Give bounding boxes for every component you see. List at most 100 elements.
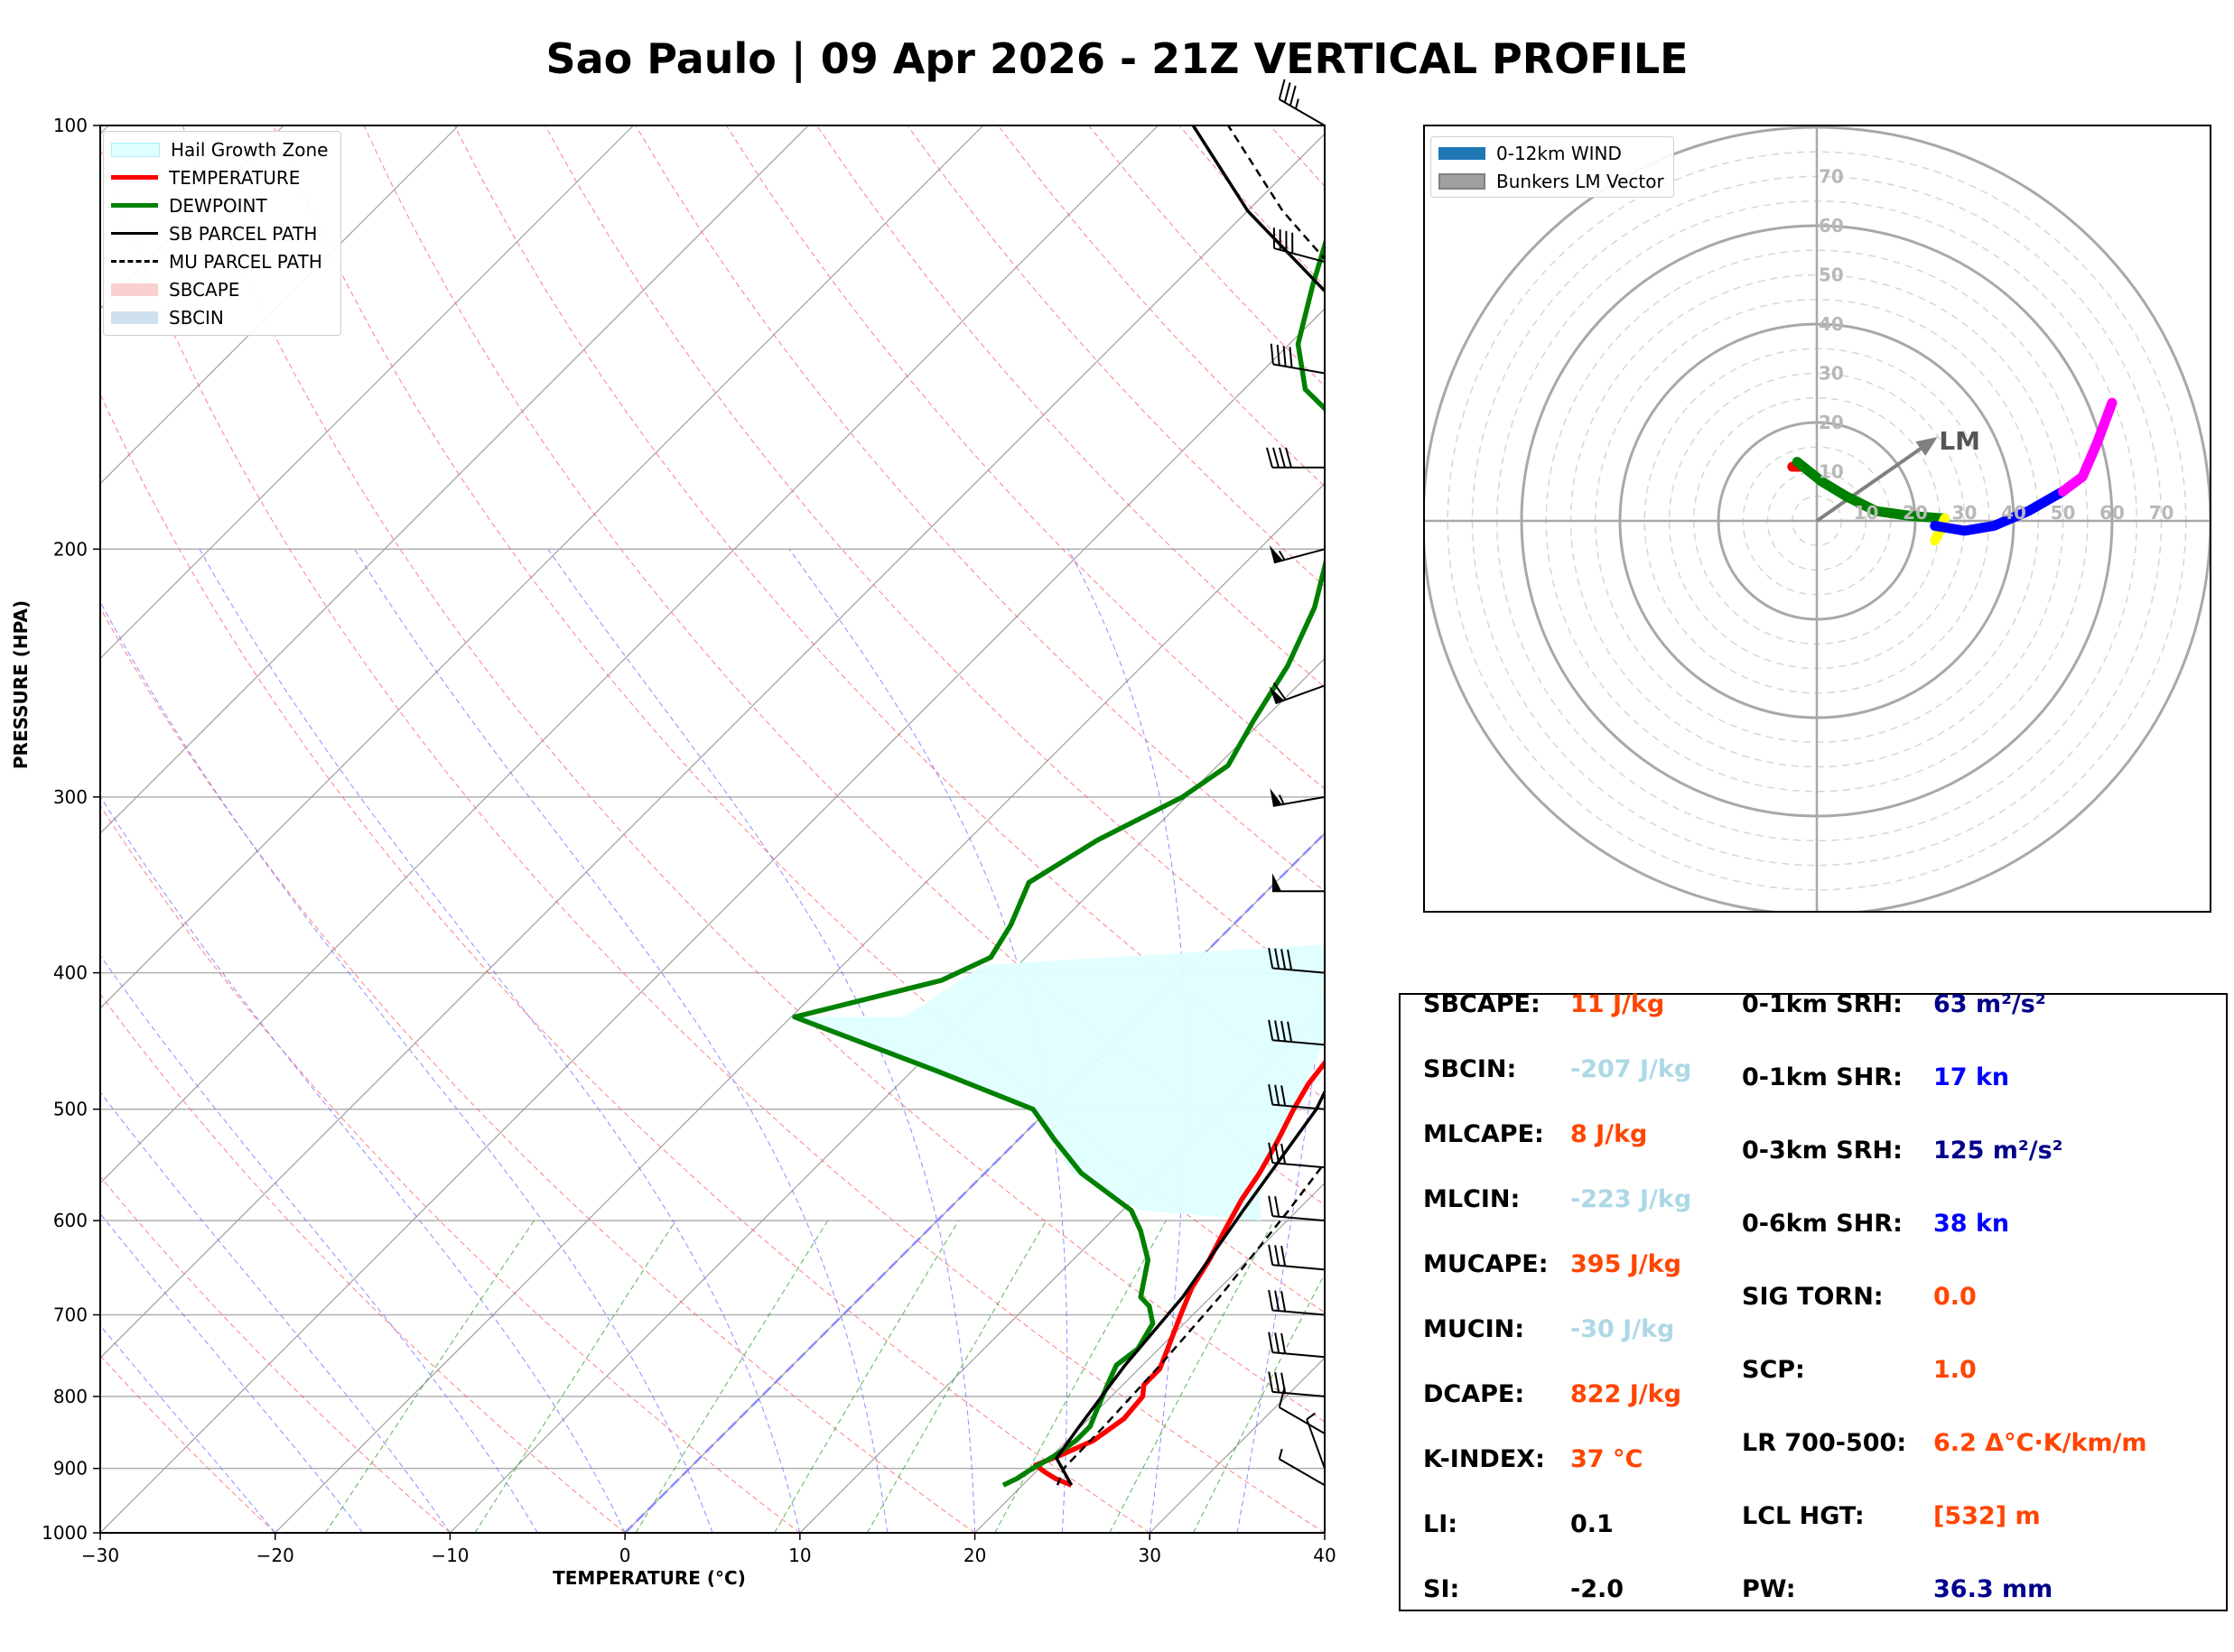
ring-label-h: 20: [1903, 502, 1928, 524]
param-value: 17 kn: [1933, 1063, 2010, 1091]
x-axis-label: TEMPERATURE (°C): [553, 1567, 746, 1589]
ring-label-h: 60: [2099, 502, 2125, 524]
isotherm-line: [100, 125, 1159, 1184]
param-value: 11 J/kg: [1570, 990, 1665, 1018]
param-value: -30 J/kg: [1570, 1315, 1675, 1343]
dry-adiabat: [100, 393, 1150, 1533]
ring-label-h: 50: [2051, 502, 2076, 524]
moist-adiabat: [354, 549, 889, 1533]
moist-adiabat: [199, 549, 801, 1533]
ring-label-v: 70: [1819, 166, 1844, 188]
wind-barb: [1268, 1019, 1326, 1046]
lm-label: LM: [1939, 426, 1980, 456]
param-label: SCP:: [1742, 1356, 1805, 1384]
page-title: Sao Paulo | 09 Apr 2026 - 21Z VERTICAL P…: [545, 34, 1689, 83]
ring-label-v: 50: [1819, 265, 1844, 286]
barb-staff: [1272, 363, 1326, 375]
barb-pennant: [1272, 873, 1281, 892]
param-label: LCL HGT:: [1742, 1502, 1865, 1530]
mixing-ratio-line: [1109, 1220, 1275, 1533]
isotherm-line: [100, 125, 634, 660]
ring-label-v: 60: [1819, 215, 1844, 237]
hodograph-frame: [1423, 125, 2211, 913]
hodograph-legend: 0-12km WIND Bunkers LM Vector: [1430, 136, 1674, 198]
wind-barb: [1268, 1289, 1326, 1316]
y-tick-label: 700: [53, 1304, 88, 1326]
legend-label: MU PARCEL PATH: [169, 250, 322, 273]
barb-flag: [1280, 1291, 1287, 1312]
ring-label-v: 10: [1819, 461, 1844, 483]
barb-staff: [1279, 98, 1326, 126]
dry-adiabat: [635, 125, 1325, 892]
param-label: PW:: [1742, 1575, 1796, 1603]
dry-adiabat: [182, 125, 1325, 1423]
barb-flag: [1274, 1143, 1280, 1164]
wind-barb: [1268, 1371, 1326, 1397]
wind-barb: [1278, 1387, 1326, 1434]
barb-flag: [1274, 1290, 1280, 1312]
barb-staff: [1272, 1309, 1326, 1316]
isotherm-line: [974, 1182, 1325, 1533]
barb-flag: [1285, 447, 1292, 469]
param-value: -207 J/kg: [1570, 1055, 1692, 1083]
wind-barb: [1278, 1448, 1326, 1487]
legend-dewpoint: DEWPOINT: [104, 191, 340, 219]
dry-adiabat: [100, 147, 1325, 1533]
param-label: LI:: [1423, 1510, 1458, 1538]
barb-staff: [1272, 1390, 1326, 1397]
isotherm-line: [100, 125, 460, 485]
moist-adiabat: [100, 795, 626, 1533]
x-tick-label: −30: [81, 1545, 119, 1566]
barb-flag: [1268, 1289, 1274, 1311]
barb-flag: [1278, 1387, 1286, 1408]
legend-wind: 0-12km WIND: [1431, 139, 1673, 167]
barb-flag: [1280, 1143, 1287, 1165]
barb-flag: [1274, 1332, 1280, 1353]
skewt-frame: [99, 125, 1326, 1534]
barb-half-flag: [1294, 98, 1299, 109]
barb-flag: [1268, 1084, 1274, 1105]
legend-hail-zone: Hail Growth Zone: [104, 135, 340, 163]
barb-staff: [1272, 1162, 1326, 1169]
barb-flag: [1280, 1245, 1287, 1267]
x-tick-label: −10: [431, 1545, 469, 1566]
barb-flag: [1274, 1196, 1280, 1217]
legend-label: DEWPOINT: [169, 194, 267, 217]
param-value: 395 J/kg: [1570, 1250, 1681, 1278]
barb-flag: [1280, 949, 1287, 970]
wind-barb: [1269, 682, 1326, 705]
param-label: LR 700-500:: [1742, 1429, 1907, 1457]
ring-label-h: 40: [2001, 502, 2026, 524]
y-tick-label: 1000: [42, 1522, 88, 1544]
moist-adiabat: [100, 954, 538, 1533]
barb-flag: [1272, 682, 1287, 701]
barb-flag: [1289, 85, 1297, 107]
wind-barb: [1272, 227, 1326, 264]
barb-staff: [1272, 967, 1326, 974]
barb-pennant: [1269, 686, 1284, 704]
isotherm-line: [450, 657, 1325, 1533]
skewt-plot-area: [100, 125, 1325, 1533]
param-label: K-INDEX:: [1423, 1445, 1545, 1473]
ring-label-h: 30: [1952, 502, 1978, 524]
hodo-segment-9-12km: [2058, 397, 2118, 497]
param-value: 8 J/kg: [1570, 1120, 1648, 1148]
param-value: 37 °C: [1570, 1445, 1643, 1473]
wind-barb: [1269, 544, 1326, 564]
y-tick-label: 400: [53, 962, 88, 984]
moist-adiabat: [100, 1091, 451, 1533]
barb-flag: [1276, 344, 1280, 366]
param-value: 125 m²/s²: [1933, 1137, 2063, 1165]
wind-barb: [1270, 343, 1326, 375]
x-tick-label: 0: [619, 1545, 631, 1566]
barb-pennant: [1270, 788, 1282, 806]
param-label: SBCAPE:: [1423, 990, 1541, 1018]
skewt-legend: Hail Growth Zone TEMPERATURE DEWPOINT SB…: [103, 131, 341, 336]
legend-sbcape: SBCAPE: [104, 275, 340, 303]
param-value: 63 m²/s²: [1933, 990, 2046, 1018]
ring-label-v: 20: [1819, 412, 1844, 433]
barb-flag: [1274, 948, 1280, 970]
barb-half-flag: [1278, 794, 1285, 805]
